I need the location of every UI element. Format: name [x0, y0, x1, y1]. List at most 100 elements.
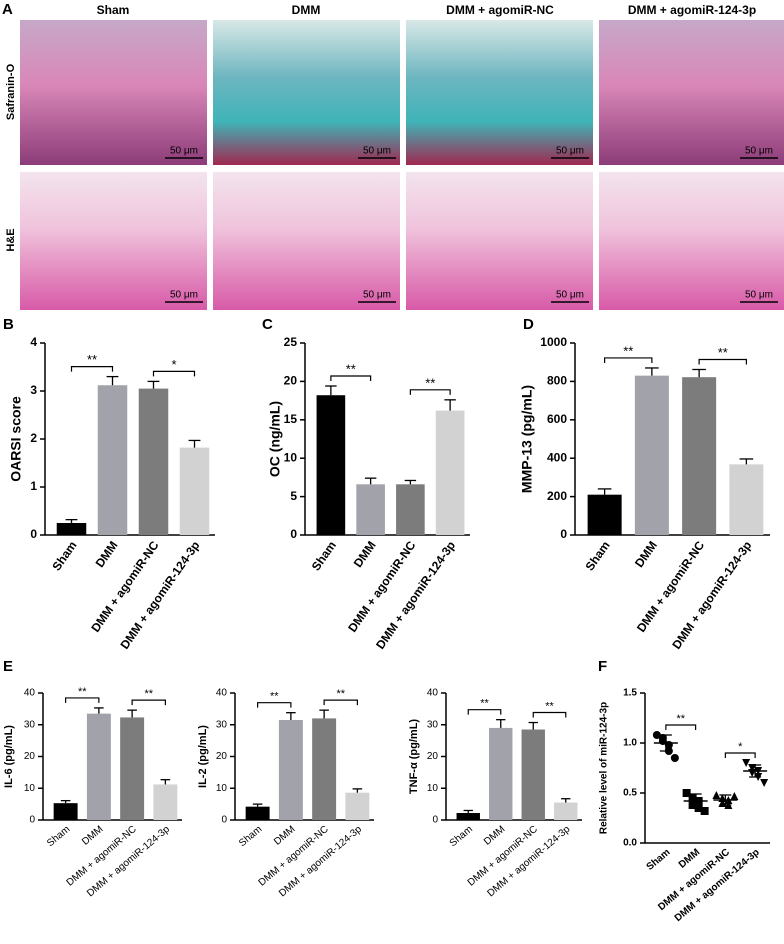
- column-label: DMM: [292, 3, 321, 17]
- point: [658, 734, 667, 742]
- significance-label: *: [171, 357, 176, 372]
- y-axis-label: IL-2 (pg/mL): [197, 725, 209, 788]
- bar: [587, 494, 622, 535]
- histology-image: [213, 20, 400, 165]
- panel-letter: F: [598, 658, 607, 675]
- significance-label: **: [623, 343, 633, 358]
- y-tick-label: 200: [547, 489, 567, 503]
- significance-label: *: [738, 741, 743, 753]
- x-tick-label: DMM: [272, 824, 297, 848]
- significance-bracket: [604, 357, 653, 363]
- x-tick-label: DMM: [351, 539, 379, 571]
- bar: [634, 375, 669, 535]
- significance-bracket: [698, 358, 747, 365]
- significance-bracket: [65, 697, 100, 703]
- bar: [245, 806, 270, 820]
- significance-bracket: [70, 366, 114, 372]
- x-tick-label: Sham: [645, 847, 673, 873]
- panel-letter: C: [262, 316, 273, 333]
- panel-letter: D: [523, 316, 534, 333]
- bar: [345, 792, 370, 820]
- bar: [53, 803, 78, 820]
- column-label: DMM + agomiR-124-3p: [628, 3, 756, 17]
- y-tick-label: 40: [216, 688, 228, 699]
- bar: [120, 717, 145, 820]
- y-tick-label: 600: [547, 412, 567, 426]
- y-tick-label: 0.5: [623, 788, 637, 799]
- y-tick-label: 30: [427, 719, 439, 730]
- panel-letter: B: [3, 316, 14, 333]
- x-tick-label: DMM + agomiR-124-3p: [117, 539, 202, 652]
- y-tick-label: 4: [30, 335, 37, 349]
- significance-label: **: [346, 361, 356, 376]
- panel-letter: E: [3, 658, 13, 675]
- significance-bracket: [131, 699, 166, 706]
- significance-bracket: [409, 389, 451, 395]
- significance-bracket: [467, 709, 502, 715]
- x-tick-label: Sham: [45, 824, 72, 849]
- y-tick-label: 20: [24, 751, 36, 762]
- y-tick-label: 15: [284, 412, 298, 426]
- scale-bar-label: 50 μm: [170, 146, 198, 157]
- row-label: H&E: [5, 228, 17, 251]
- histology-image: [20, 172, 207, 310]
- bar: [316, 395, 346, 535]
- significance-bracket: [323, 699, 358, 706]
- histology-image: [20, 20, 207, 165]
- y-axis-label: OARSI score: [8, 396, 24, 482]
- point: [730, 792, 739, 800]
- bar: [97, 385, 128, 535]
- y-tick-label: 40: [24, 688, 36, 699]
- histology-image: [406, 20, 593, 165]
- significance-bracket: [665, 724, 697, 730]
- bar: [179, 447, 210, 535]
- bar: [489, 727, 513, 820]
- y-tick-label: 20: [284, 374, 298, 388]
- x-tick-label: DMM: [632, 539, 660, 571]
- significance-label: **: [718, 345, 728, 360]
- significance-label: **: [676, 713, 685, 725]
- significance-label: **: [480, 698, 489, 710]
- y-axis-label: TNF-α (pg/mL): [408, 719, 420, 795]
- significance-bracket: [330, 375, 372, 382]
- bar: [396, 484, 425, 535]
- significance-label: **: [336, 688, 345, 700]
- histology-image: [599, 20, 784, 165]
- histology-image: [213, 172, 400, 310]
- point: [652, 731, 661, 739]
- bar: [56, 523, 87, 535]
- bar: [138, 388, 169, 535]
- y-tick-label: 0: [29, 815, 35, 826]
- panel-letter: A: [2, 1, 13, 18]
- y-tick-label: 3: [30, 383, 37, 397]
- y-axis-label: OC (ng/mL): [267, 401, 283, 477]
- bar: [153, 784, 178, 820]
- x-tick-label: DMM: [677, 847, 702, 871]
- column-label: DMM + agomiR-NC: [446, 3, 554, 17]
- y-tick-label: 25: [284, 335, 298, 349]
- y-tick-label: 5: [290, 489, 297, 503]
- y-tick-label: 1000: [540, 335, 567, 349]
- y-tick-label: 10: [216, 783, 228, 794]
- x-tick-label: DMM: [482, 824, 507, 848]
- y-axis-label: Relative level of miR-124-3p: [599, 702, 610, 834]
- significance-bracket: [724, 752, 756, 758]
- point: [760, 779, 769, 787]
- y-tick-label: 0: [221, 815, 227, 826]
- point: [682, 789, 691, 797]
- row-label: Safranin-O: [5, 63, 17, 120]
- point: [688, 801, 697, 809]
- y-tick-label: 2: [30, 431, 37, 445]
- x-tick-label: Sham: [309, 539, 339, 574]
- point: [748, 764, 757, 772]
- significance-bracket: [152, 370, 196, 377]
- bar: [682, 377, 717, 535]
- x-tick-label: DMM + agomiR-124-3p: [373, 539, 458, 652]
- y-tick-label: 0.0: [623, 838, 637, 849]
- y-tick-label: 20: [427, 751, 439, 762]
- scale-bar-label: 50 μm: [363, 146, 391, 157]
- point: [712, 791, 721, 799]
- scale-bar-label: 50 μm: [745, 146, 773, 157]
- y-tick-label: 0: [30, 527, 37, 541]
